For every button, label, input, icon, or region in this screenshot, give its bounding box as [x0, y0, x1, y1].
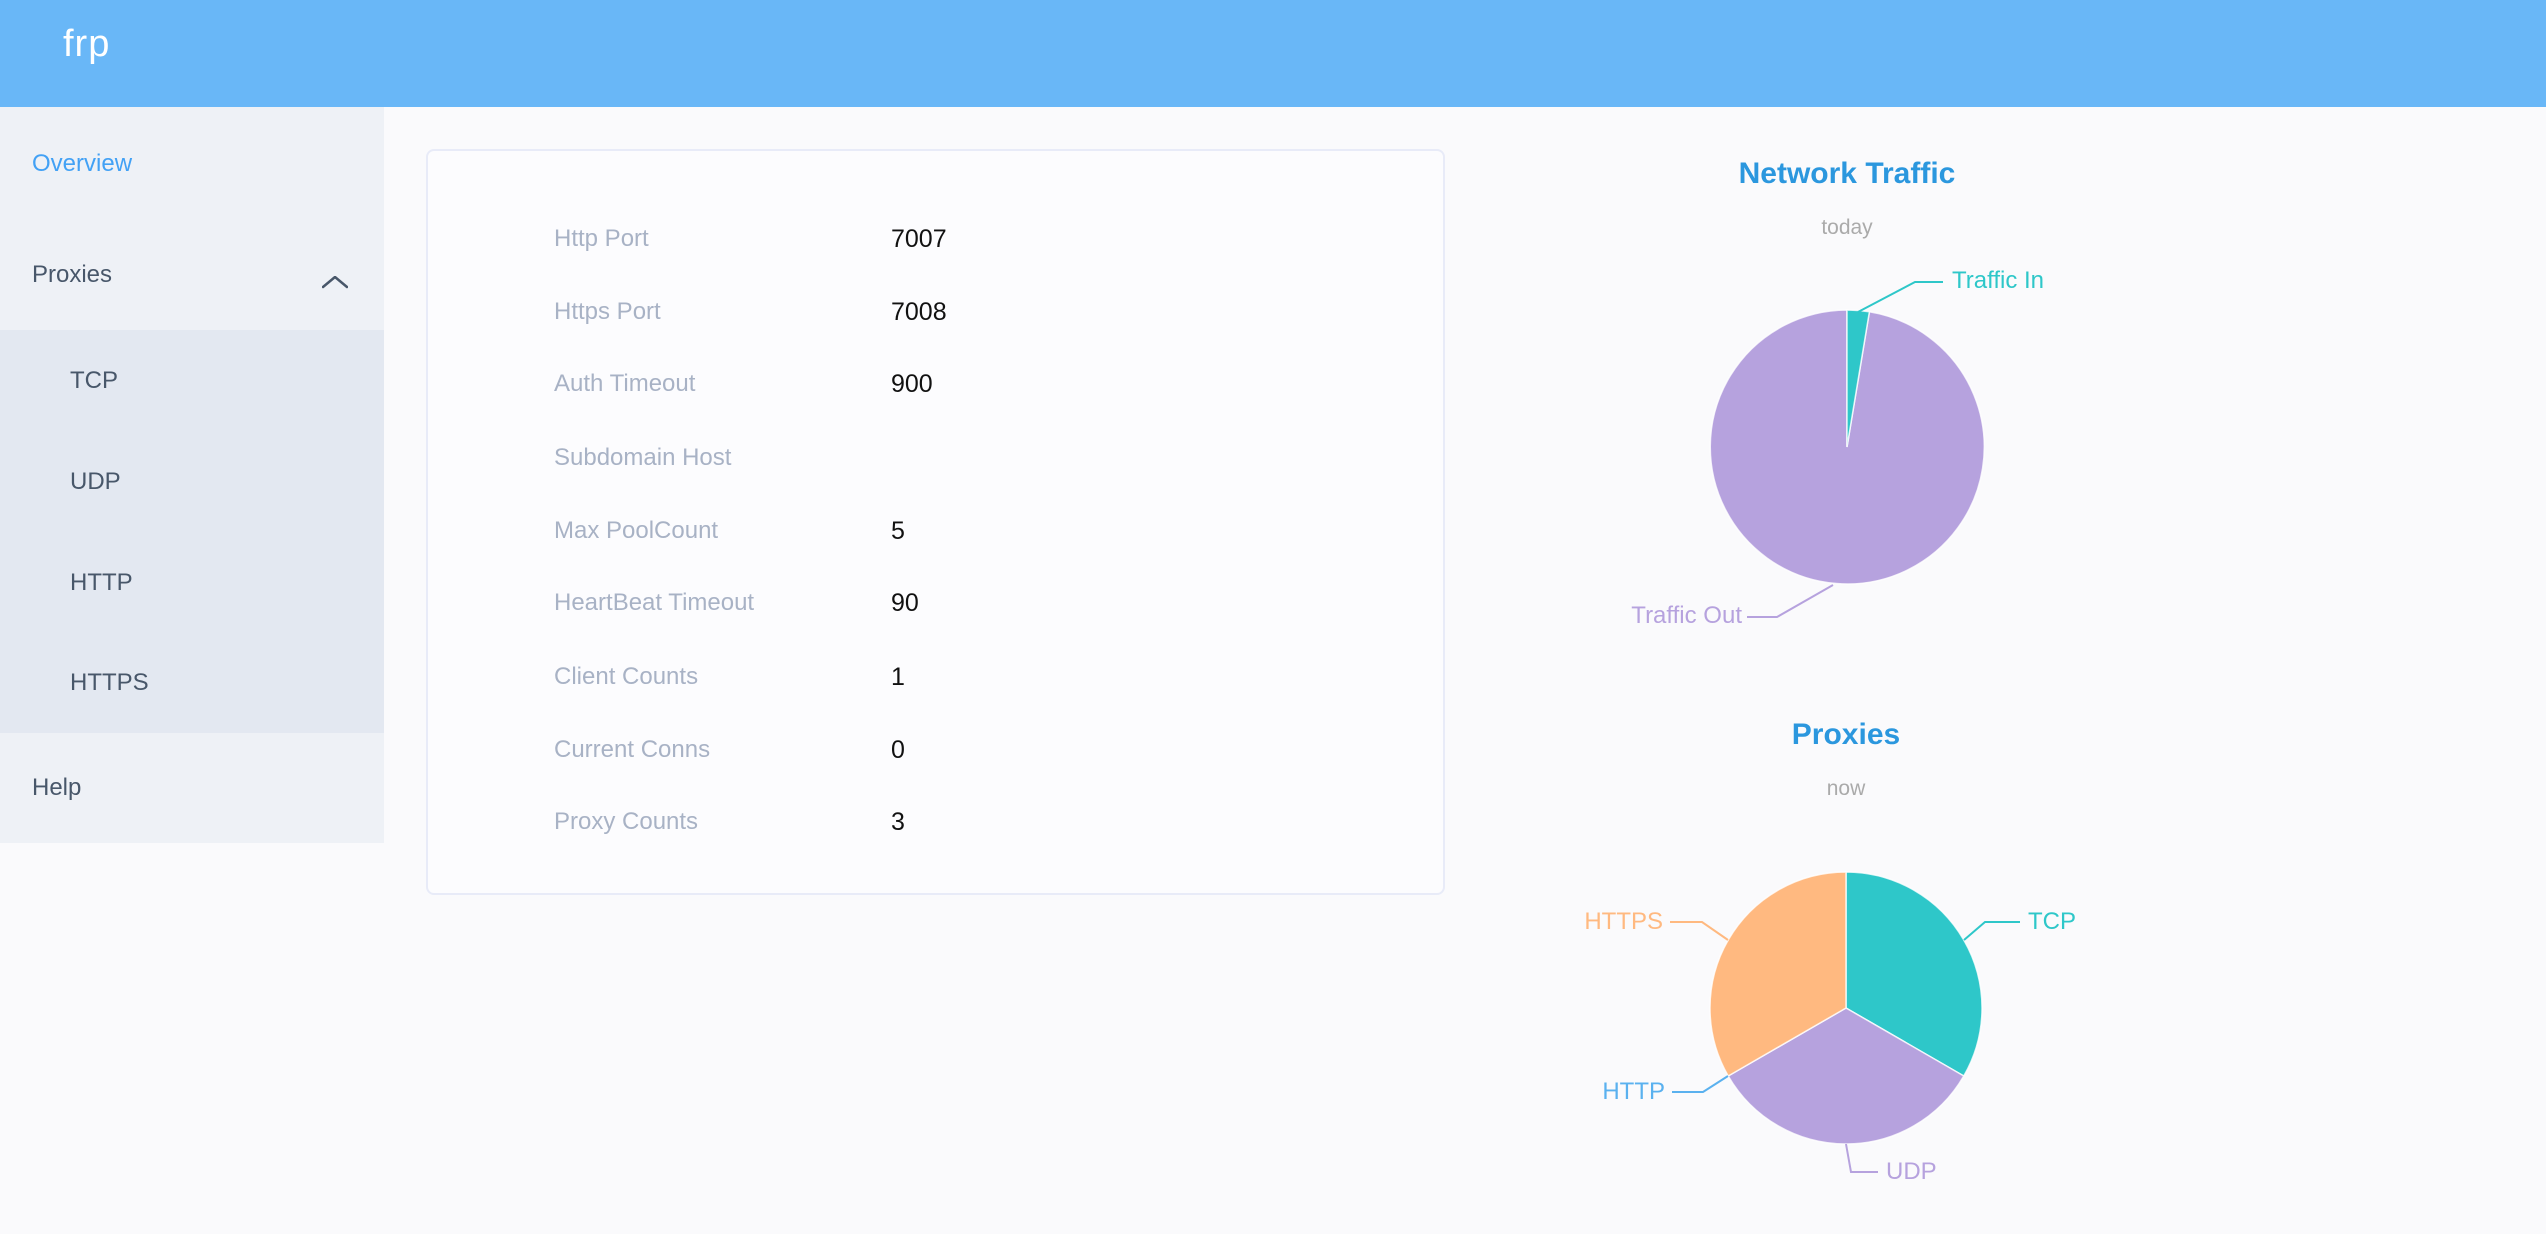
info-label: Proxy Counts: [554, 808, 699, 835]
info-label: Http Port: [554, 225, 649, 252]
sidebar-item-label: Proxies: [32, 261, 113, 288]
info-value: 1: [891, 663, 905, 691]
info-label: Client Counts: [554, 663, 699, 690]
info-value: 7007: [891, 225, 947, 253]
info-value: 0: [891, 736, 905, 764]
sidebar-item-http[interactable]: HTTP: [0, 532, 384, 633]
sidebar-item-label: UDP: [70, 467, 121, 495]
info-row: Auth Timeout 900: [428, 366, 1443, 402]
info-row: Client Counts 1: [428, 659, 1443, 695]
sidebar-item-label: Overview: [32, 149, 133, 177]
info-row: Proxy Counts 3: [428, 804, 1443, 840]
sidebar-item-udp[interactable]: UDP: [0, 431, 384, 532]
info-row: Subdomain Host: [428, 440, 1443, 476]
sidebar-item-help[interactable]: Help: [0, 733, 384, 843]
sidebar-item-overview[interactable]: Overview: [0, 107, 384, 220]
info-label: Max PoolCount: [554, 517, 719, 544]
info-row: Https Port 7008: [428, 294, 1443, 330]
server-info-card: Http Port 7007 Https Port 7008 Auth Time…: [426, 149, 1445, 895]
sidebar-item-label: HTTP: [70, 568, 133, 596]
sidebar-item-label: HTTPS: [70, 668, 149, 696]
proxies-title: Proxies: [1791, 718, 1901, 751]
traffic-out-label: Traffic Out: [1631, 602, 1742, 629]
sidebar-item-tcp[interactable]: TCP: [0, 330, 384, 431]
info-label: Current Conns: [554, 736, 711, 763]
network-traffic-subtitle: today: [1821, 216, 1873, 239]
https-leader-line: [1670, 921, 1729, 941]
info-row: HeartBeat Timeout 90: [428, 585, 1443, 621]
sidebar-item-label: Help: [32, 774, 82, 801]
http-leader-line: [1672, 1075, 1729, 1093]
info-row: Http Port 7007: [428, 221, 1443, 257]
info-value: 90: [891, 589, 919, 617]
info-label: Auth Timeout: [554, 370, 696, 397]
info-row: Max PoolCount 5: [428, 513, 1443, 549]
sidebar-item-https[interactable]: HTTPS: [0, 632, 384, 733]
tcp-leader-line: [1963, 921, 2020, 941]
sidebar-item-proxies[interactable]: Proxies: [0, 220, 384, 330]
app-logo: frp: [63, 23, 111, 65]
info-value: 900: [891, 370, 933, 398]
info-value: 5: [891, 517, 905, 545]
app-header: frp: [0, 0, 2546, 107]
network-traffic-title: Network Traffic: [1738, 157, 1956, 190]
info-label: Subdomain Host: [554, 444, 732, 471]
tcp-label: TCP: [2028, 908, 2076, 935]
info-label: Https Port: [554, 298, 661, 325]
sidebar-submenu-proxies: TCP UDP HTTP HTTPS: [0, 330, 384, 733]
traffic-out-leader-line: [1747, 584, 1834, 618]
chevron-up-icon: [321, 268, 349, 296]
info-label: HeartBeat Timeout: [554, 589, 755, 616]
traffic-in-leader-line: [1857, 281, 1943, 313]
info-value: 3: [891, 808, 905, 836]
http-label: HTTP: [1602, 1078, 1665, 1105]
info-row: Current Conns 0: [428, 732, 1443, 768]
sidebar-item-label: TCP: [70, 366, 118, 394]
https-label: HTTPS: [1584, 908, 1663, 935]
traffic-in-label: Traffic In: [1952, 267, 2045, 294]
udp-leader-line: [1845, 1143, 1878, 1173]
proxies-subtitle: now: [1826, 777, 1866, 800]
sidebar: Overview Proxies TCP UDP HTTP HTTPS Help: [0, 107, 384, 843]
udp-label: UDP: [1886, 1158, 1937, 1185]
info-value: 7008: [891, 298, 947, 326]
